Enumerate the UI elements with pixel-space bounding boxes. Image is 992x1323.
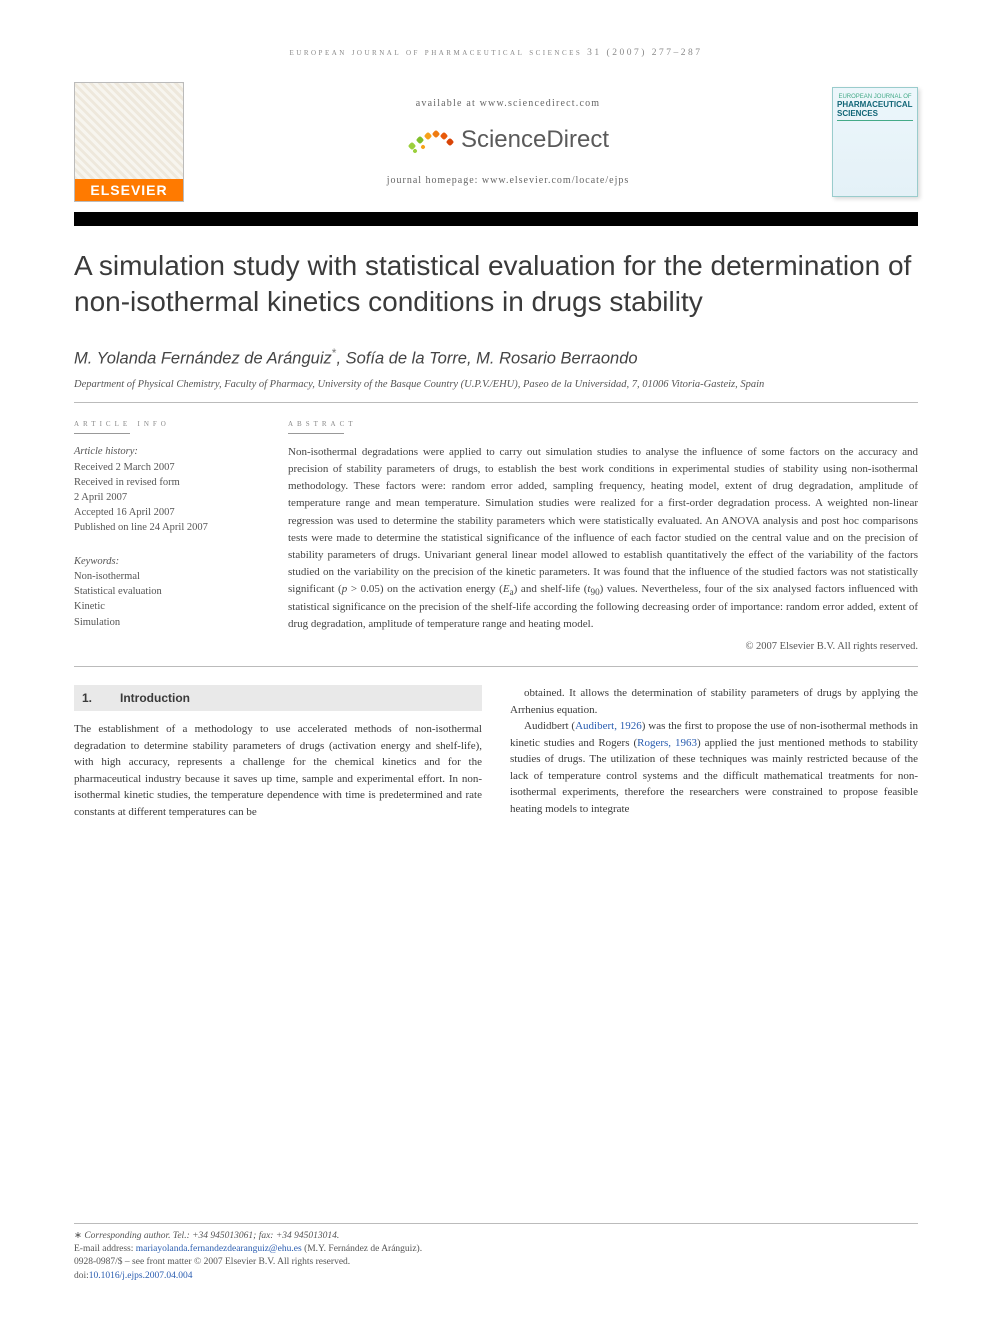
doi-label: doi:	[74, 1271, 89, 1281]
available-at: available at www.sciencedirect.com	[204, 98, 812, 109]
keywords-heading: Keywords:	[74, 554, 260, 569]
body-paragraph: Audidbert (Audibert, 1926) was the first…	[510, 718, 918, 817]
sciencedirect-logo: ScienceDirect	[407, 125, 609, 155]
running-head: european journal of pharmaceutical scien…	[74, 48, 918, 58]
history-line: Accepted 16 April 2007	[74, 505, 260, 520]
keyword: Statistical evaluation	[74, 584, 260, 599]
history-line: 2 April 2007	[74, 490, 260, 505]
footer: ∗ Corresponding author. Tel.: +34 945013…	[74, 1223, 918, 1283]
elsevier-logo: ELSEVIER	[74, 82, 184, 202]
journal-cover: EUROPEAN JOURNAL OF PHARMACEUTICAL SCIEN…	[832, 87, 918, 197]
corr-label: Corresponding author. Tel.: +34 94501306…	[84, 1231, 339, 1241]
header-center: available at www.sciencedirect.com Scien…	[204, 98, 812, 186]
journal-homepage: journal homepage: www.elsevier.com/locat…	[204, 175, 812, 186]
abstract-text: Non-isothermal degradations were applied…	[288, 444, 918, 633]
email-line: E-mail address: mariayolanda.fernandezde…	[74, 1243, 918, 1256]
header-row: ELSEVIER available at www.sciencedirect.…	[74, 82, 918, 202]
corresponding-author: ∗ Corresponding author. Tel.: +34 945013…	[74, 1230, 918, 1243]
asterisk-icon: ∗	[74, 1231, 82, 1241]
issn-line: 0928-0987/$ – see front matter © 2007 El…	[74, 1256, 918, 1269]
section-title: Introduction	[120, 689, 190, 707]
section-number: 1.	[82, 689, 92, 707]
meta-row: article info Article history: Received 2…	[74, 419, 918, 652]
history-line: Published on line 24 April 2007	[74, 520, 260, 535]
article-info-label: article info	[74, 419, 260, 429]
history-heading: Article history:	[74, 444, 260, 459]
body-paragraph: obtained. It allows the determination of…	[510, 685, 918, 718]
short-rule	[74, 433, 130, 434]
article-history: Article history: Received 2 March 2007 R…	[74, 444, 260, 535]
email-label: E-mail address:	[74, 1244, 136, 1254]
keyword: Simulation	[74, 615, 260, 630]
history-line: Received in revised form	[74, 475, 260, 490]
article-info-col: article info Article history: Received 2…	[74, 419, 260, 652]
short-rule	[288, 433, 344, 434]
doi-link[interactable]: 10.1016/j.ejps.2007.04.004	[89, 1271, 193, 1281]
black-rule	[74, 212, 918, 226]
abstract-label: abstract	[288, 419, 918, 429]
elsevier-wordmark: ELSEVIER	[75, 179, 183, 201]
rule	[74, 666, 918, 667]
body-columns: 1. Introduction The establishment of a m…	[74, 685, 918, 820]
body-paragraph: The establishment of a methodology to us…	[74, 721, 482, 820]
rule	[74, 402, 918, 403]
affiliation: Department of Physical Chemistry, Facult…	[74, 378, 918, 392]
sciencedirect-swoosh-icon	[407, 125, 453, 155]
email-link[interactable]: mariayolanda.fernandezdearanguiz@ehu.es	[136, 1244, 302, 1254]
keywords: Keywords: Non-isothermal Statistical eva…	[74, 554, 260, 630]
keyword: Kinetic	[74, 599, 260, 614]
section-heading: 1. Introduction	[74, 685, 482, 711]
doi-line: doi:10.1016/j.ejps.2007.04.004	[74, 1270, 918, 1283]
abstract-copyright: © 2007 Elsevier B.V. All rights reserved…	[288, 641, 918, 652]
authors: M. Yolanda Fernández de Aránguiz*, Sofía…	[74, 346, 918, 369]
cover-line2: PHARMACEUTICAL SCIENCES	[837, 100, 913, 121]
article-title: A simulation study with statistical eval…	[74, 248, 918, 320]
email-tail: (M.Y. Fernández de Aránguiz).	[302, 1244, 422, 1254]
abstract-col: abstract Non-isothermal degradations wer…	[288, 419, 918, 652]
sciencedirect-word: ScienceDirect	[461, 126, 609, 154]
keyword: Non-isothermal	[74, 569, 260, 584]
history-line: Received 2 March 2007	[74, 460, 260, 475]
